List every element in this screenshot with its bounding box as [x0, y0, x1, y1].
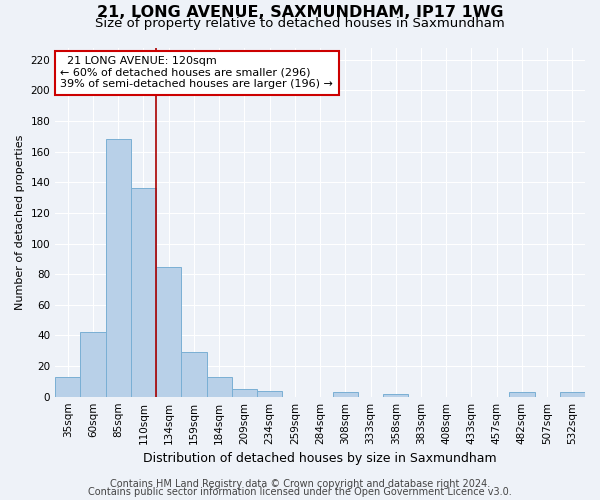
Text: Contains HM Land Registry data © Crown copyright and database right 2024.: Contains HM Land Registry data © Crown c… — [110, 479, 490, 489]
Bar — [156, 266, 181, 396]
Bar — [509, 392, 535, 396]
Bar — [80, 332, 106, 396]
Text: Contains public sector information licensed under the Open Government Licence v3: Contains public sector information licen… — [88, 487, 512, 497]
Bar — [383, 394, 409, 396]
Bar — [131, 188, 156, 396]
Bar — [560, 392, 585, 396]
Y-axis label: Number of detached properties: Number of detached properties — [15, 134, 25, 310]
X-axis label: Distribution of detached houses by size in Saxmundham: Distribution of detached houses by size … — [143, 452, 497, 465]
Bar — [55, 377, 80, 396]
Bar — [106, 140, 131, 396]
Bar — [232, 389, 257, 396]
Bar — [181, 352, 206, 397]
Bar — [257, 390, 282, 396]
Bar — [332, 392, 358, 396]
Text: 21, LONG AVENUE, SAXMUNDHAM, IP17 1WG: 21, LONG AVENUE, SAXMUNDHAM, IP17 1WG — [97, 5, 503, 20]
Text: Size of property relative to detached houses in Saxmundham: Size of property relative to detached ho… — [95, 18, 505, 30]
Text: 21 LONG AVENUE: 120sqm
← 60% of detached houses are smaller (296)
39% of semi-de: 21 LONG AVENUE: 120sqm ← 60% of detached… — [61, 56, 334, 90]
Bar — [206, 377, 232, 396]
